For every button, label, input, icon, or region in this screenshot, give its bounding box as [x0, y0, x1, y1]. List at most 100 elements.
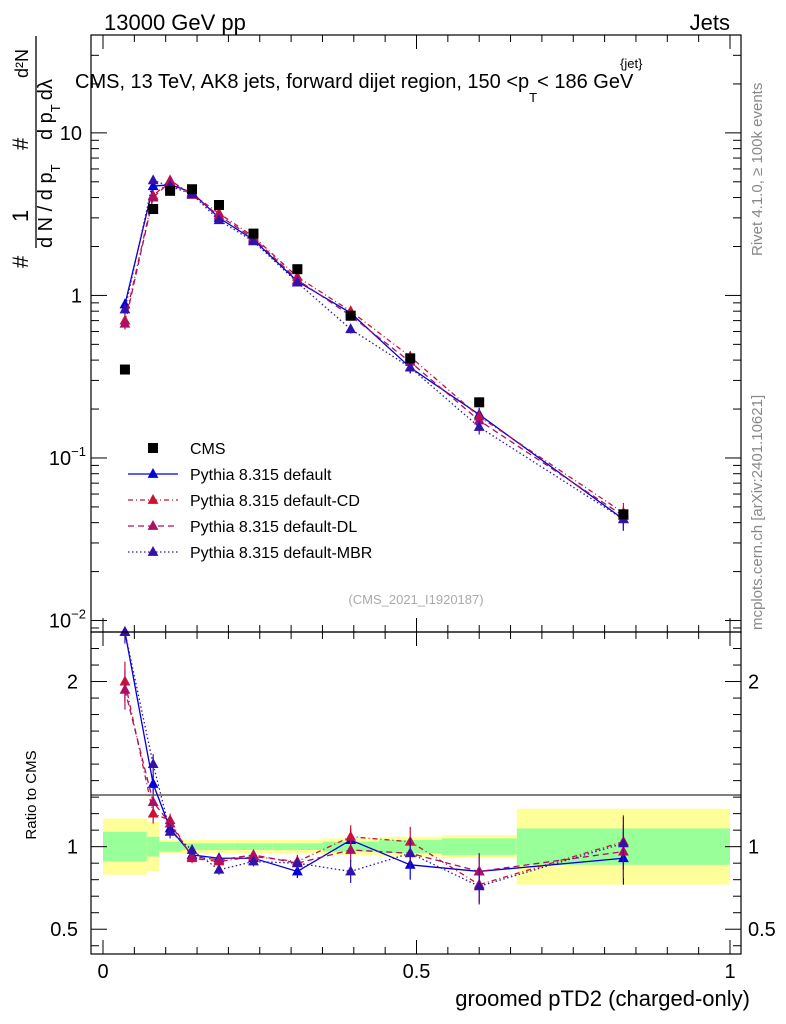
ratio-y-tick-label-right: 2 — [748, 672, 759, 694]
ratio-series-point — [345, 830, 357, 841]
main-series-point — [147, 174, 159, 185]
band-green — [203, 843, 235, 850]
ratio-series-point — [186, 843, 198, 854]
ratio-series-point — [164, 817, 176, 828]
title-main: CMS, 13 TeV, AK8 jets, forward dijet reg… — [75, 71, 529, 93]
main-series-point — [119, 317, 131, 328]
mcplots-reference: mcplots.cern.ch [arXiv:2401.10621] — [749, 395, 766, 630]
ratio-series-point — [119, 626, 131, 636]
ratio-series-point — [186, 850, 198, 861]
ratio-series-point — [164, 825, 176, 836]
ratio-series-point — [147, 796, 159, 806]
ratio-series-point — [291, 865, 303, 876]
main-series-point — [213, 214, 225, 225]
main-series-point — [473, 421, 485, 431]
legend-label: Pythia 8.315 default-MBR — [190, 545, 372, 562]
main-series-point — [345, 323, 357, 334]
ratio-series-point — [248, 855, 259, 866]
main-data-marks — [119, 174, 629, 531]
ratio-y-tick-label-right: 0.5 — [748, 919, 776, 941]
cms-data-point — [292, 264, 303, 275]
main-panel — [91, 35, 741, 632]
band-green — [272, 843, 323, 850]
x-tick-label: 1 — [724, 961, 735, 983]
legend-marker — [147, 520, 159, 530]
cms-data-point — [213, 199, 224, 210]
legend-marker-cms — [148, 443, 158, 453]
title-sub: T — [529, 90, 537, 105]
ratio-y-tick-label-right: 1 — [748, 837, 759, 859]
y-tick-label: 10−1 — [49, 444, 86, 470]
ratio-series-point — [345, 843, 357, 854]
rivet-version: Rivet 4.1.0, ≥ 100k events — [749, 83, 766, 256]
band-green — [159, 841, 182, 852]
cms-data-point — [148, 204, 159, 215]
ratio-series-point — [248, 848, 259, 859]
cms-data-point — [165, 185, 176, 196]
x-tick-label: 0 — [97, 961, 108, 983]
cms-data-point — [405, 353, 416, 364]
band-green — [146, 836, 160, 857]
axes-ticks: 0 0.5 1 10 1 10−1 10−2 2 2 1 1 0.5 0.5 — [49, 34, 776, 983]
y-tick-label: 1 — [71, 285, 82, 307]
main-series-point — [147, 180, 159, 191]
ylabel-den2: d pTdλ — [35, 79, 63, 140]
ratio-series-point — [213, 863, 225, 874]
energy-label: 13000 GeV pp — [104, 10, 246, 35]
ratio-series-point — [618, 837, 629, 848]
legend-marker — [147, 468, 159, 478]
cms-data-point — [248, 228, 259, 239]
legend-label: Pythia 8.315 default — [190, 467, 332, 484]
ratio-y-tick-label-left: 2 — [67, 672, 78, 694]
x-tick-label: 0.5 — [403, 961, 431, 983]
legend-label-cms: CMS — [190, 441, 226, 458]
band-green — [234, 843, 273, 850]
analysis-id: (CMS_2021_I1920187) — [348, 592, 483, 607]
ylabel-hash-2: # — [8, 137, 33, 150]
ratio-data-marks — [119, 626, 629, 905]
cms-data-point — [345, 310, 356, 321]
x-axis-label: groomed pTD2 (charged-only) — [455, 986, 750, 1011]
legend-marker — [147, 494, 159, 504]
ratio-series-point — [473, 880, 485, 891]
cms-data-point — [187, 184, 198, 195]
cms-data-point — [618, 509, 629, 520]
ratio-series-line — [124, 681, 624, 886]
ratio-series-point — [147, 777, 159, 788]
ylabel-den1: d N / d pT — [35, 164, 63, 248]
cms-data-point — [474, 397, 485, 408]
band-green — [441, 838, 517, 855]
ratio-series-point — [345, 865, 357, 876]
ratio-series-point — [213, 853, 225, 864]
main-series-point — [473, 414, 485, 425]
ratio-panel — [91, 632, 741, 954]
legend-marker — [147, 546, 159, 556]
ratio-y-tick-label-left: 0.5 — [50, 919, 78, 941]
ratio-y-tick-label-left: 1 — [67, 837, 78, 859]
main-y-label: # 1 d N / d pT # d²N d pTdλ — [8, 36, 63, 268]
legend: CMS Pythia 8.315 default Pythia 8.315 defa… — [128, 441, 372, 562]
main-series-point — [119, 303, 131, 314]
ratio-series-point — [291, 857, 303, 868]
ratio-series-point — [147, 758, 159, 769]
title-end: < 186 GeV — [537, 71, 634, 93]
main-series-point — [404, 361, 416, 372]
ratio-y-label: Ratio to CMS — [23, 750, 40, 839]
ratio-series-point — [147, 807, 159, 818]
main-series-point — [291, 276, 303, 287]
legend-label: Pythia 8.315 default-DL — [190, 519, 357, 536]
ylabel-num2: d²N — [12, 49, 32, 78]
cms-data-point — [119, 364, 130, 375]
ylabel-hash-1: # — [8, 255, 33, 268]
y-tick-label: 10−2 — [49, 607, 86, 633]
process-label: Jets — [690, 10, 730, 35]
y-tick-label: 10 — [60, 123, 82, 145]
ratio-series-point — [119, 683, 131, 694]
legend-label: Pythia 8.315 default-CD — [190, 493, 360, 510]
main-series-point — [147, 191, 159, 202]
plot-title: CMS, 13 TeV, AK8 jets, forward dijet reg… — [75, 71, 634, 105]
main-series-point — [248, 235, 259, 246]
ylabel-num1: 1 — [8, 210, 33, 222]
title-superscript: {jet} — [620, 56, 643, 71]
